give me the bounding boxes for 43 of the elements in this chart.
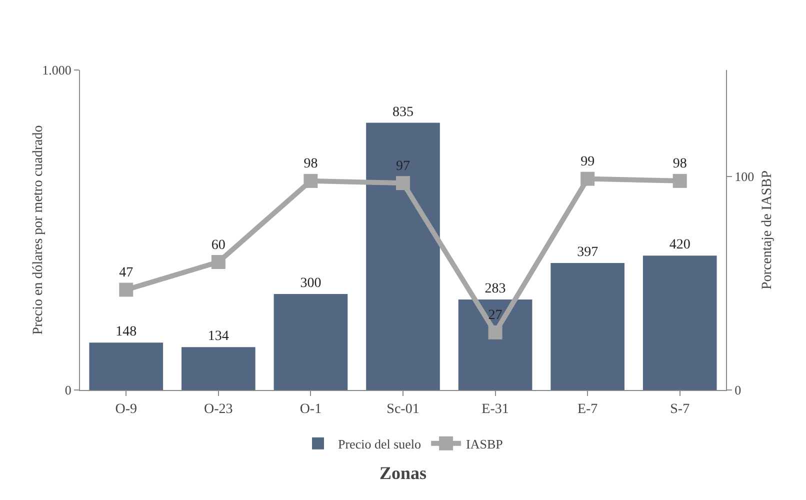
data-label: 98 <box>304 156 318 172</box>
bar <box>642 256 717 390</box>
bar <box>550 262 624 390</box>
legend-label: IASBP <box>466 436 503 452</box>
data-label: 99 <box>580 154 595 170</box>
data-label: 148 <box>116 324 137 340</box>
legend-label: Precio del suelo <box>338 436 422 452</box>
data-label: 300 <box>300 276 322 291</box>
data-label: 98 <box>672 156 687 172</box>
data-label: 835 <box>392 104 414 120</box>
y2-tick-label: 0 <box>734 382 742 398</box>
bar <box>366 122 440 390</box>
bar <box>274 294 348 390</box>
x-tick-label: E-31 <box>482 402 509 417</box>
y-axis-title: Precio en dólares por metro cuadrado <box>31 125 46 335</box>
y2-tick-label: 100 <box>734 169 754 184</box>
data-label: 397 <box>577 244 598 260</box>
data-label: 420 <box>669 238 690 253</box>
data-label: 27 <box>488 308 502 324</box>
x-tick-label: Sc-01 <box>386 402 420 417</box>
bar <box>89 342 164 390</box>
data-label: 134 <box>208 329 229 344</box>
x-axis-title: Zonas <box>379 462 427 483</box>
data-label: 60 <box>211 238 226 253</box>
x-tick-label: E-7 <box>577 402 598 417</box>
point <box>119 282 134 297</box>
data-label: 47 <box>119 265 134 280</box>
point <box>672 174 687 188</box>
y2-axis-title: Porcentaje de IASBP <box>760 170 775 290</box>
point <box>580 172 595 186</box>
point <box>211 255 226 269</box>
data-label: 97 <box>396 158 410 174</box>
x-tick-label: O-1 <box>300 402 322 417</box>
point <box>304 174 318 188</box>
x-tick-label: O-9 <box>115 402 138 417</box>
x-tick-label: S-7 <box>670 402 690 417</box>
data-label: 283 <box>484 281 506 296</box>
x-tick-label: O-23 <box>204 402 233 417</box>
point <box>488 325 502 340</box>
point <box>396 176 410 190</box>
bar <box>182 347 256 390</box>
y-tick-label: 1.000 <box>42 62 72 78</box>
bar <box>458 299 532 390</box>
